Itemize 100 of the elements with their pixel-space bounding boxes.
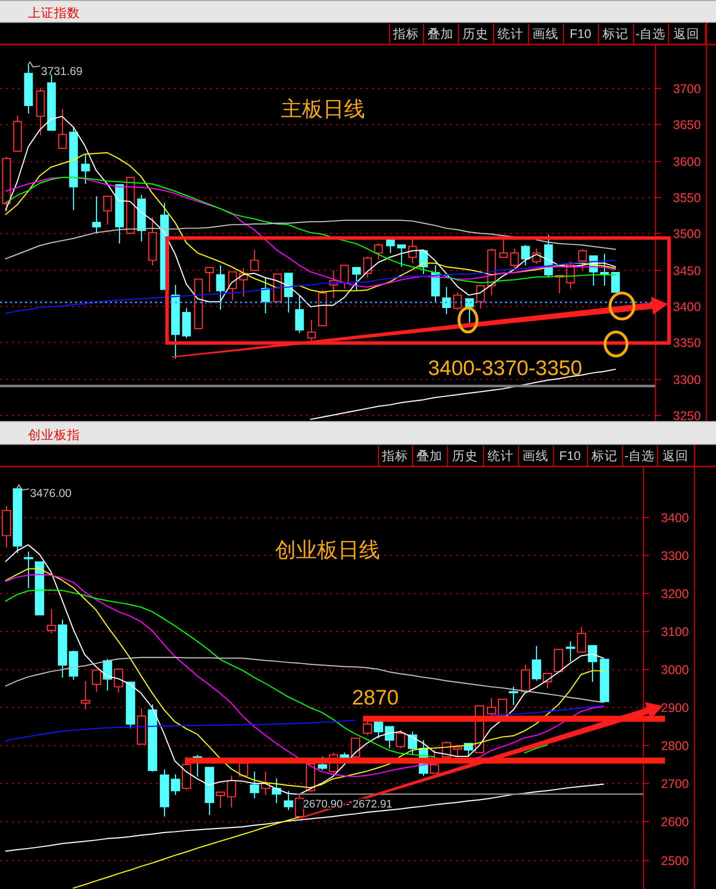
text: 指标 bbox=[381, 449, 408, 463]
candlestick bbox=[272, 778, 282, 804]
candlestick bbox=[588, 645, 598, 682]
candlestick bbox=[92, 196, 101, 234]
candlestick bbox=[204, 766, 214, 816]
candlestick bbox=[194, 278, 203, 330]
text: 统计 bbox=[498, 27, 524, 41]
candlestick bbox=[148, 704, 158, 772]
y-tick-label: 2800 bbox=[661, 739, 689, 753]
y-tick-label: 2600 bbox=[661, 815, 689, 829]
chart-title: 创业板指 bbox=[28, 428, 80, 442]
candlestick bbox=[452, 746, 462, 757]
candlestick bbox=[58, 619, 68, 678]
y-tick-label: 3500 bbox=[673, 227, 701, 241]
candlestick bbox=[611, 272, 620, 293]
candlestick bbox=[295, 294, 304, 334]
candlestick bbox=[510, 248, 519, 270]
ref-line-label: 2870 bbox=[352, 686, 399, 710]
candlestick bbox=[453, 292, 462, 310]
candlestick bbox=[68, 650, 78, 680]
candlestick bbox=[284, 272, 293, 314]
line-series bbox=[72, 816, 300, 889]
y-tick-label: 3200 bbox=[661, 587, 689, 601]
candlestick bbox=[46, 608, 56, 634]
text: 画线 bbox=[532, 27, 558, 41]
candlestick bbox=[318, 289, 327, 326]
candlestick bbox=[136, 708, 146, 745]
y-tick-label: 3000 bbox=[661, 663, 689, 677]
y-tick-label: 2700 bbox=[661, 777, 689, 791]
text: 统计 bbox=[488, 449, 514, 463]
chart-title: 上证指数 bbox=[28, 6, 80, 20]
candlestick bbox=[250, 250, 259, 271]
candlestick bbox=[216, 792, 226, 809]
candlestick bbox=[226, 775, 236, 808]
y-tick-label: 3250 bbox=[673, 409, 701, 423]
candlestick bbox=[170, 774, 180, 796]
y-tick-label: 3400 bbox=[661, 511, 689, 525]
candlestick bbox=[12, 488, 22, 554]
candlestick bbox=[578, 248, 587, 270]
text: -自选 bbox=[635, 27, 666, 41]
annotation: 3400-3370-3350 bbox=[428, 357, 582, 380]
y-tick-label: 3550 bbox=[673, 191, 701, 205]
candlestick bbox=[363, 256, 372, 278]
candlestick bbox=[205, 266, 214, 293]
text: 标记 bbox=[590, 449, 618, 463]
candlestick bbox=[499, 238, 508, 258]
candlestick bbox=[396, 730, 406, 749]
y-tick-label: 3350 bbox=[673, 336, 701, 350]
candlestick bbox=[350, 738, 360, 758]
candlestick bbox=[408, 238, 417, 264]
annotation: 主板日线 bbox=[281, 98, 365, 121]
candlestick bbox=[36, 87, 45, 136]
candlestick bbox=[81, 154, 90, 184]
candlestick bbox=[532, 645, 542, 682]
candlestick bbox=[600, 658, 610, 702]
y-tick-label: 3600 bbox=[673, 155, 701, 169]
candlestick bbox=[261, 277, 270, 314]
line-series bbox=[5, 152, 616, 293]
candlestick bbox=[148, 216, 157, 266]
candlestick bbox=[430, 749, 440, 774]
candlestick bbox=[374, 242, 383, 260]
candlestick bbox=[273, 274, 282, 302]
text: 返回 bbox=[674, 27, 700, 41]
y-tick-label: 3100 bbox=[661, 625, 689, 639]
candlestick bbox=[171, 284, 180, 359]
text: 返回 bbox=[662, 449, 688, 463]
y-tick-label: 3300 bbox=[673, 373, 701, 387]
text: 叠加 bbox=[428, 27, 454, 41]
candlestick bbox=[69, 126, 78, 211]
line-series bbox=[5, 260, 616, 314]
y-tick-label: 2500 bbox=[661, 854, 689, 868]
y-tick-label: 3650 bbox=[673, 118, 701, 132]
candlestick bbox=[160, 768, 170, 818]
candlestick bbox=[284, 790, 294, 811]
text: 指标 bbox=[392, 27, 419, 41]
candlestick bbox=[566, 640, 576, 662]
candlestick bbox=[228, 271, 237, 301]
candlestick bbox=[137, 194, 146, 242]
candlestick bbox=[554, 648, 564, 672]
candlestick bbox=[397, 244, 406, 268]
candlestick bbox=[2, 156, 11, 212]
annotation: 3731.69 bbox=[41, 66, 83, 78]
candlestick bbox=[126, 682, 136, 729]
candlestick bbox=[250, 771, 260, 799]
text: F10 bbox=[559, 449, 581, 463]
candlestick bbox=[58, 108, 67, 149]
candlestick bbox=[352, 266, 361, 291]
y-tick-label: 3450 bbox=[673, 264, 701, 278]
text: 历史 bbox=[462, 27, 488, 41]
candlestick bbox=[600, 253, 609, 286]
text: -自选 bbox=[624, 449, 655, 463]
text: 标记 bbox=[602, 27, 628, 41]
candlestick bbox=[520, 664, 530, 692]
candlestick bbox=[307, 319, 316, 342]
annotation: 3476.00 bbox=[30, 488, 72, 500]
line-series bbox=[5, 784, 604, 852]
candlestick bbox=[374, 721, 384, 739]
text: F10 bbox=[570, 27, 592, 41]
candlestick bbox=[182, 308, 191, 339]
candlestick bbox=[521, 244, 530, 266]
